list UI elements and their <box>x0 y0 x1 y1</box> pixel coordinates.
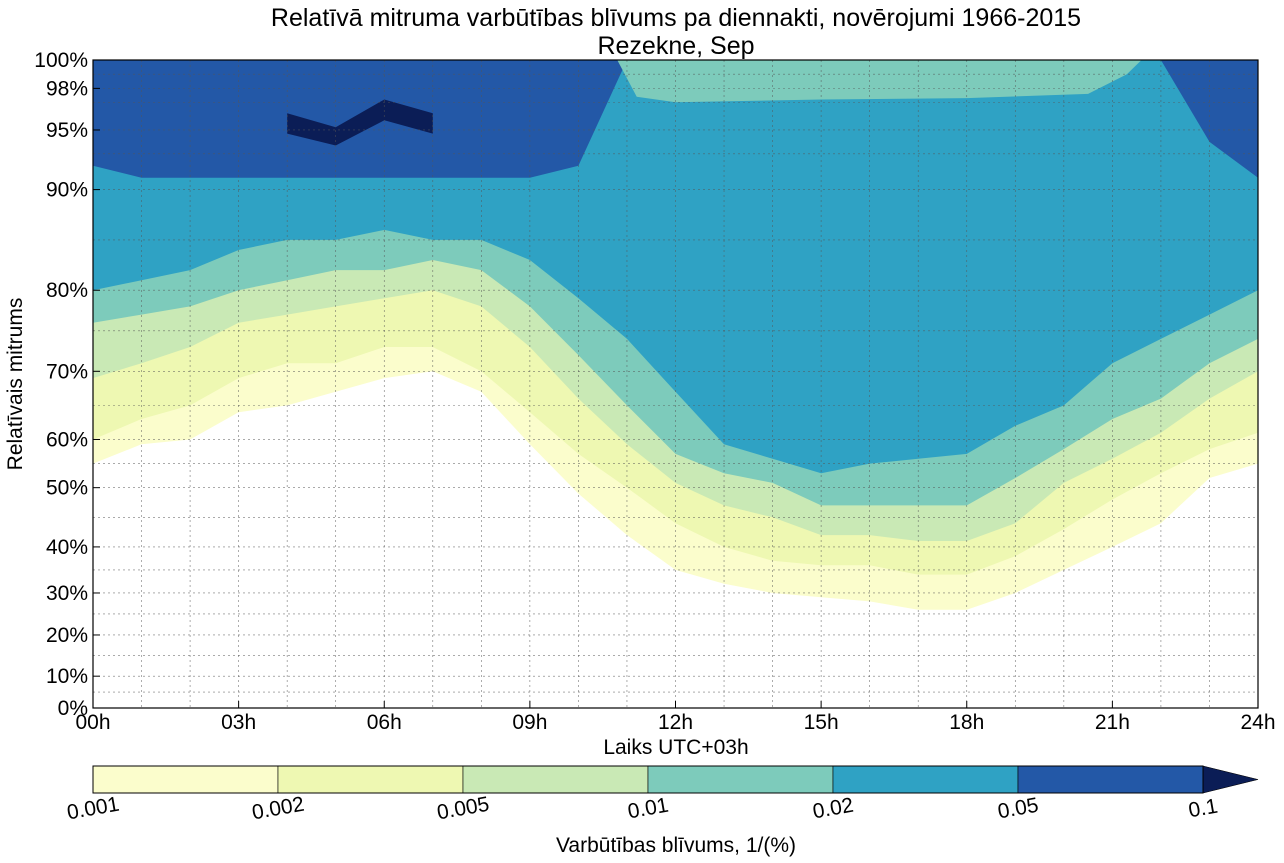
colorbar-segment <box>462 765 649 794</box>
contour-band-upper-fringe <box>617 60 1142 103</box>
x-axis-label: Laiks UTC+03h <box>603 736 748 759</box>
y-axis-ticks: 0% 10% 20% 30% 40% 50% 60% 70% 80% 90% 95% 98% 100% <box>34 49 100 720</box>
colorbar-tick-label: 0.001 <box>65 793 121 825</box>
x-tick-label: 18h <box>949 711 984 734</box>
colorbar-tick-label: 0.02 <box>811 794 855 824</box>
y-tick-label: 80% <box>46 279 88 302</box>
colorbar-tick-label: 0.05 <box>996 794 1040 824</box>
colorbar-segment <box>832 765 1019 794</box>
x-tick-label: 24h <box>1240 711 1275 734</box>
x-tick-label: 06h <box>367 711 402 734</box>
y-tick-label: 98% <box>46 77 88 100</box>
colorbar-frame <box>92 765 1204 794</box>
y-tick-label: 60% <box>46 428 88 451</box>
y-tick-label: 30% <box>46 582 88 605</box>
chart-subtitle: Rezekne, Sep <box>597 32 754 60</box>
y-tick-label: 40% <box>46 536 88 559</box>
y-tick-label: 0% <box>58 697 88 720</box>
x-tick-label: 21h <box>1095 711 1130 734</box>
y-tick-label: 20% <box>46 624 88 647</box>
colorbar-segment <box>1017 765 1204 794</box>
y-tick-label: 50% <box>46 477 88 500</box>
colorbar-tick-label: 0.1 <box>1187 795 1220 823</box>
colorbar-segment <box>277 765 464 794</box>
x-tick-label: 03h <box>221 711 256 734</box>
colorbar-tick-label: 0.005 <box>435 793 491 825</box>
colorbar-label: Varbūtības blīvums, 1/(%) <box>556 834 796 857</box>
x-axis-ticks: 00h 03h 06h 09h 12h 15h 18h 21h 24h <box>75 701 1276 734</box>
colorbar-extend-arrow <box>1202 765 1259 794</box>
chart-title: Relatīvā mitruma varbūtības blīvums pa d… <box>271 4 1081 32</box>
y-tick-label: 10% <box>46 665 88 688</box>
y-tick-label: 95% <box>46 119 88 142</box>
colorbar-segment <box>647 765 834 794</box>
colorbar-tick-label: 0.002 <box>250 793 306 825</box>
y-tick-label: 100% <box>34 49 88 72</box>
contour-band-0.1 <box>287 99 433 146</box>
y-axis-label: Relatīvais mitrums <box>4 298 27 471</box>
y-tick-label: 70% <box>46 360 88 383</box>
colorbar: 0.001 0.002 0.005 0.01 0.02 0.05 0.1 <box>65 765 1259 825</box>
x-tick-label: 00h <box>75 711 110 734</box>
x-tick-label: 12h <box>658 711 693 734</box>
x-tick-label: 15h <box>804 711 839 734</box>
y-tick-label: 90% <box>46 179 88 202</box>
colorbar-segment <box>92 765 279 794</box>
contour-band-0.05 <box>93 60 1258 178</box>
x-tick-label: 09h <box>512 711 547 734</box>
grid-lines <box>93 60 1258 708</box>
colorbar-tick-label: 0.01 <box>626 794 670 824</box>
